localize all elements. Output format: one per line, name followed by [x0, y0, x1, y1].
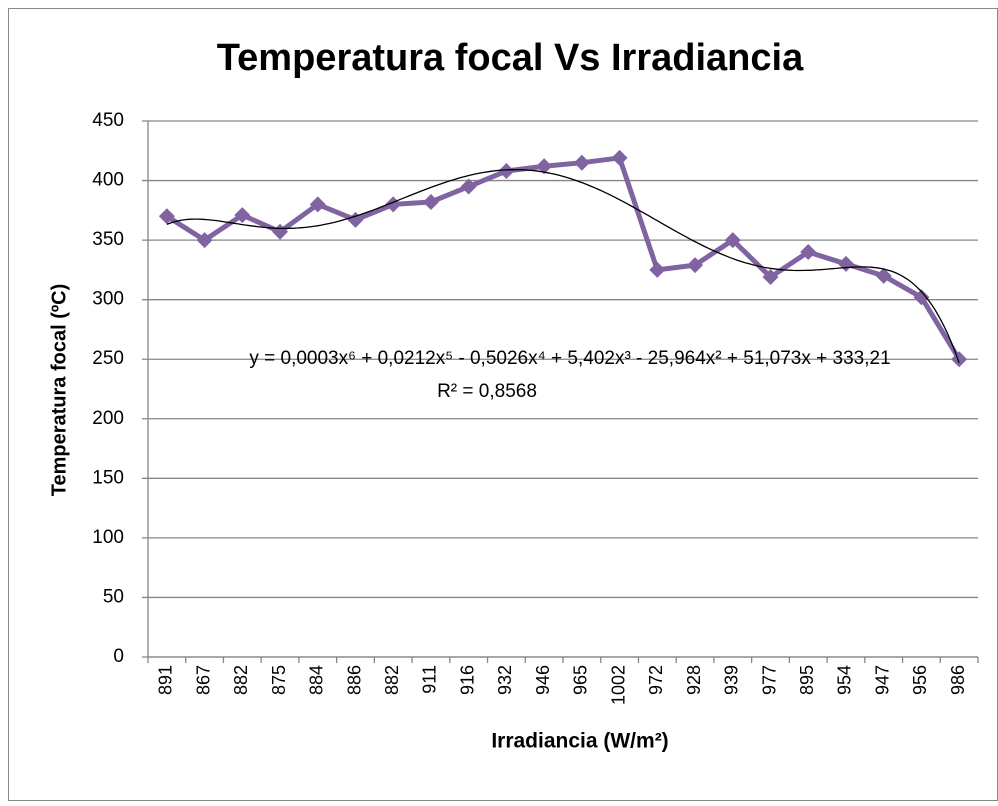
x-tick-label: 932 — [495, 665, 515, 695]
x-tick-label: 875 — [269, 665, 289, 695]
x-tick-label: 895 — [797, 665, 817, 695]
data-marker — [573, 154, 590, 171]
x-tick-label: 867 — [193, 665, 213, 695]
chart-title: Temperatura focal Vs Irradiancia — [217, 37, 804, 79]
x-tick-label: 911 — [420, 665, 440, 694]
x-axis-label: Irradiancia (W/m²) — [491, 730, 668, 753]
x-tick-label: 882 — [231, 665, 251, 695]
data-marker — [762, 269, 779, 286]
data-marker — [347, 211, 364, 228]
data-marker — [724, 232, 741, 249]
y-tick-label: 100 — [92, 527, 124, 548]
y-tick-label: 0 — [113, 646, 124, 667]
x-tick-label: 882 — [382, 665, 402, 695]
trendline-equation: y = 0,0003x⁶ + 0,0212x⁵ - 0,5026x⁴ + 5,4… — [249, 348, 890, 369]
trendline — [166, 168, 960, 364]
y-tick-label: 300 — [92, 289, 124, 310]
data-marker — [536, 158, 553, 175]
y-tick-label: 450 — [92, 110, 124, 131]
x-tick-label: 946 — [533, 665, 553, 695]
data-marker — [951, 351, 968, 368]
trendline-r2: R² = 0,8568 — [437, 381, 537, 402]
x-tick-label: 965 — [571, 665, 591, 695]
x-tick-label: 939 — [722, 665, 742, 695]
x-tick-label: 891 — [156, 665, 176, 695]
data-marker — [800, 244, 817, 261]
data-marker — [913, 289, 930, 306]
x-tick-label: 986 — [948, 665, 968, 695]
x-tick-label: 972 — [646, 665, 666, 695]
x-tick-label: 916 — [457, 665, 477, 695]
x-tick-label: 956 — [910, 665, 930, 695]
y-tick-label: 400 — [92, 170, 124, 191]
x-tick-label: 1002 — [608, 665, 628, 705]
y-axis-label: Temperatura focal (ºC) — [48, 284, 70, 497]
data-marker — [460, 178, 477, 195]
y-tick-label: 250 — [92, 348, 124, 369]
data-marker — [422, 193, 439, 210]
data-line — [165, 155, 962, 361]
y-tick-label: 200 — [92, 408, 124, 429]
y-tick-label: 50 — [103, 586, 124, 607]
data-marker — [687, 257, 704, 274]
data-marker — [875, 267, 892, 284]
x-tick-label: 977 — [759, 665, 779, 695]
x-tick-label: 886 — [344, 665, 364, 695]
data-marker — [234, 207, 251, 224]
data-marker — [309, 196, 326, 213]
data-marker — [611, 149, 628, 166]
x-tick-label: 928 — [684, 665, 704, 695]
x-tick-label: 884 — [307, 665, 327, 695]
data-marker — [158, 208, 175, 225]
data-marker — [649, 261, 666, 278]
chart-frame — [8, 8, 998, 801]
data-marker — [196, 232, 213, 249]
data-marker — [498, 163, 515, 180]
y-tick-label: 350 — [92, 229, 124, 250]
y-tick-label: 150 — [92, 467, 124, 488]
x-tick-label: 947 — [872, 665, 892, 695]
x-tick-label: 954 — [835, 665, 855, 695]
